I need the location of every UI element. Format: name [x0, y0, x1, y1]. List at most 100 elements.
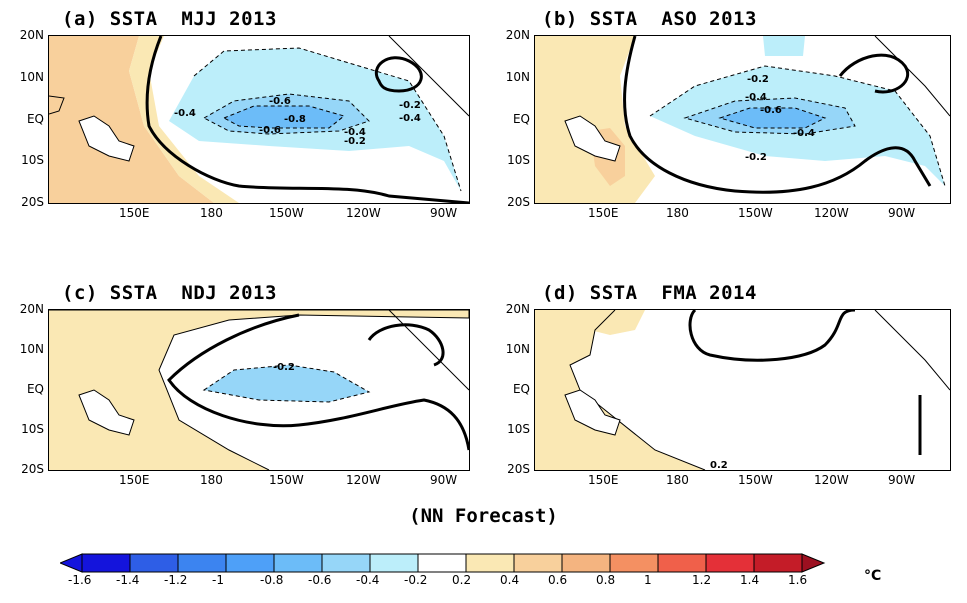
zero-contour [623, 36, 932, 194]
land-outline [78, 115, 135, 162]
lon-tick-label: 90W [888, 473, 916, 487]
colorbar-tick-label: 0.6 [548, 573, 568, 587]
lat-tick-label: 10N [19, 69, 44, 84]
lon-tick-label: 180 [200, 473, 223, 487]
land-outline [874, 36, 950, 117]
colorbar-tick-label: -1.6 [68, 573, 92, 587]
land-outline [874, 310, 950, 391]
unit-label: °C [864, 568, 882, 584]
colorbar-swatch [273, 553, 323, 573]
colorbar-tick-label: -1.2 [164, 573, 188, 587]
lon-tick-label: 150W [738, 206, 773, 220]
lat-tick-label: 10S [21, 153, 44, 168]
colorbar-swatch [705, 553, 755, 573]
colorbar-swatch [417, 553, 467, 573]
colorbar-swatch [513, 553, 563, 573]
lat-tick-label: 20S [21, 195, 44, 209]
colorbar-swatch [321, 553, 371, 573]
zero-contour [145, 36, 469, 203]
warm-anomaly-region [535, 310, 705, 470]
colorbar-swatch [177, 553, 227, 573]
contour-label: -0.2 [745, 152, 767, 163]
contour-label: -0.4 [399, 113, 421, 124]
lat-tick-label: 20N [505, 302, 530, 316]
colorbar-tick-label: -1 [212, 573, 224, 587]
colorbar-swatch [129, 553, 179, 573]
colorbar-tick-label: 0.2 [452, 573, 472, 587]
contour-label: -0.6 [269, 96, 291, 107]
lon-tick-label: 120W [346, 473, 381, 487]
colorbar-arrow-low [60, 553, 83, 573]
lon-tick-label: 120W [346, 206, 381, 220]
warm-anomaly-region [585, 310, 645, 335]
land-outline [388, 36, 469, 117]
zero-contour [688, 310, 856, 362]
colorbar-swatch [369, 553, 419, 573]
land-outline [388, 310, 469, 391]
lat-tick-label: 20N [19, 302, 44, 316]
lon-tick-label: 150E [588, 473, 619, 487]
colorbar-tick-label: 1.6 [788, 573, 808, 587]
lon-tick-label: 90W [888, 206, 916, 220]
contour-label: -0.4 [745, 92, 767, 103]
zero-contour [367, 323, 445, 367]
colorbar-swatch [465, 553, 515, 573]
panel-c-map: -0.2 [48, 309, 470, 471]
panel-b-title: (b) SSTA ASO 2013 [542, 8, 757, 30]
land-outline [49, 95, 65, 115]
lat-tick-label: 10N [505, 342, 530, 356]
colorbar-tick-label: 1.2 [692, 573, 712, 587]
lon-tick-label: 180 [200, 206, 223, 220]
colorbar-swatch [609, 553, 659, 573]
warm-anomaly-region [535, 36, 655, 203]
lat-tick-label: EQ [26, 382, 44, 396]
contour-label: -0.4 [344, 127, 366, 138]
lon-tick-label: 150W [269, 473, 304, 487]
lon-tick-label: 150E [119, 206, 150, 220]
cold-anomaly-region [204, 365, 369, 402]
colorbar-tick-label: -0.8 [260, 573, 284, 587]
contour-label: -0.2 [344, 136, 366, 147]
panel-a-title: (a) SSTA MJJ 2013 [62, 8, 277, 30]
cold-anomaly-region [763, 36, 805, 56]
contour-label: -0.8 [284, 114, 306, 125]
lat-tick-label: 20S [21, 462, 44, 476]
colorbar-tick-label: 0.4 [500, 573, 520, 587]
colorbar-swatch [657, 553, 707, 573]
lon-tick-label: 150W [269, 206, 304, 220]
contour-label: -0.2 [273, 362, 295, 373]
contour-label: -0.6 [259, 125, 281, 136]
colorbar-tick-label: 0.8 [596, 573, 616, 587]
contour-label: -0.4 [174, 108, 196, 119]
colorbar-swatch [81, 553, 131, 573]
lon-tick-label: 120W [814, 473, 849, 487]
land-outline [78, 389, 135, 436]
colorbar-tick-label: 1.4 [740, 573, 760, 587]
lat-tick-label: 20N [505, 28, 530, 42]
lon-tick-label: 90W [430, 473, 458, 487]
colorbar-tick-label: 1 [644, 573, 652, 587]
colorbar [60, 553, 826, 573]
lat-tick-label: 20S [507, 462, 530, 476]
lat-tick-label: 10N [19, 342, 44, 356]
warm-anomaly-region [49, 36, 214, 203]
forecast-label: (NN Forecast) [409, 505, 558, 527]
lon-tick-label: 180 [666, 206, 689, 220]
colorbar-tick-label: -0.4 [356, 573, 380, 587]
colorbar-arrow-high [801, 553, 826, 573]
lat-tick-label: 20S [507, 195, 530, 209]
panel-b-map: -0.2 -0.4 -0.6 -0.4 -0.2 [534, 35, 951, 204]
land-outline [564, 389, 621, 436]
lat-tick-label: 20N [19, 28, 44, 42]
colorbar-swatch [561, 553, 611, 573]
warm-anomaly-region [49, 310, 469, 470]
warm-anomaly-region [129, 36, 239, 203]
cold-anomaly-region [720, 108, 825, 128]
lon-tick-label: 150W [738, 473, 773, 487]
lon-tick-label: 180 [666, 473, 689, 487]
lat-tick-label: 10S [507, 422, 530, 436]
colorbar-tick-label: -0.2 [404, 573, 428, 587]
zero-contour [374, 56, 423, 93]
colorbar-tick-label: -1.4 [116, 573, 140, 587]
lon-tick-label: 150E [119, 473, 150, 487]
